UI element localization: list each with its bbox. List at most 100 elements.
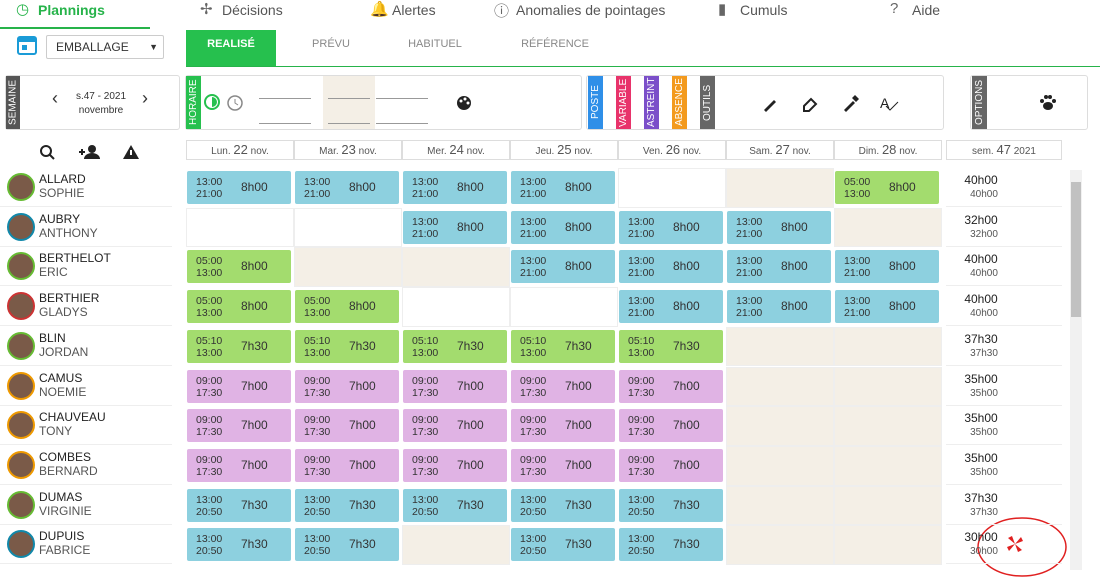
week: s.47 - 2021	[75, 91, 127, 102]
shift[interactable]: 13:00 21:00 8h00	[727, 290, 831, 324]
row-subtotal: 37h30	[970, 506, 998, 518]
shift[interactable]: 05:10 13:00 7h30	[295, 329, 399, 363]
shift[interactable]: 09:00 17:30 7h00	[403, 409, 507, 443]
shift[interactable]: 05:10 13:00 7h30	[619, 329, 723, 363]
day-num: 23	[341, 142, 356, 157]
shift-end: 21:00	[844, 267, 871, 280]
nav-tab[interactable]: Alertes	[392, 2, 436, 18]
shift[interactable]: 09:00 17:30 7h00	[619, 409, 723, 443]
shift-end: 17:30	[304, 465, 331, 478]
shift[interactable]: 13:00 20:50 7h30	[511, 488, 615, 522]
shift[interactable]: 09:00 17:30 7h00	[403, 448, 507, 482]
shift[interactable]: 13:00 21:00 8h00	[403, 171, 507, 204]
shift[interactable]: 09:00 17:30 7h00	[511, 448, 615, 482]
shift[interactable]: 09:00 17:30 7h00	[619, 369, 723, 403]
shift[interactable]: 05:00 13:00 8h00	[187, 290, 291, 324]
shift[interactable]: 13:00 20:50 7h30	[187, 488, 291, 522]
shift[interactable]: 13:00 21:00 8h00	[727, 210, 831, 244]
summary-line	[946, 285, 1062, 287]
shift-duration: 7h00	[673, 378, 700, 393]
first-name: NOEMIE	[39, 384, 87, 399]
avatar	[7, 173, 35, 201]
shift-duration: 7h00	[673, 418, 700, 433]
nav-tab[interactable]: Aide	[912, 2, 941, 18]
day-name: Ven.	[642, 146, 663, 157]
shift[interactable]: 09:00 17:30 7h00	[619, 448, 723, 482]
row-line	[0, 364, 172, 366]
shift-start: 13:00	[520, 215, 547, 228]
nav-tab[interactable]: Décisions	[222, 2, 283, 18]
avatar	[7, 212, 35, 241]
empty-cell	[618, 168, 726, 208]
shift[interactable]: 13:00 21:00 8h00	[835, 290, 939, 324]
shift[interactable]: 13:00 21:00 8h00	[511, 210, 615, 244]
tool-icons[interactable]: A	[762, 94, 912, 112]
row-line	[0, 245, 172, 247]
shift-duration: 7h00	[457, 418, 484, 433]
scrollbar[interactable]	[1070, 170, 1082, 570]
shift[interactable]: 13:00 20:50 7h30	[187, 528, 291, 562]
shift[interactable]: 13:00 20:50 7h30	[295, 528, 399, 562]
shift[interactable]: 09:00 17:30 7h00	[295, 369, 399, 403]
group-select[interactable]: EMBALLAGE ▼	[46, 35, 164, 59]
nav-tab[interactable]: Plannings	[38, 2, 105, 18]
shift[interactable]: 05:00 13:00 8h00	[187, 250, 291, 284]
shift[interactable]: 05:10 13:00 7h30	[403, 329, 507, 363]
shift[interactable]: 13:00 20:50 7h30	[295, 488, 399, 522]
shift[interactable]: 13:00 21:00 8h00	[511, 171, 615, 204]
shift[interactable]: 13:00 21:00 8h00	[295, 171, 399, 204]
avatar	[7, 252, 35, 281]
shift[interactable]: 09:00 17:30 7h00	[511, 409, 615, 443]
shift[interactable]: 13:00 21:00 8h00	[727, 250, 831, 284]
shift[interactable]: 05:00 13:00 8h00	[295, 290, 399, 324]
shift[interactable]: 13:00 21:00 8h00	[511, 250, 615, 284]
subtab[interactable]: PRÉVU	[312, 38, 350, 50]
shift[interactable]: 09:00 17:30 7h00	[295, 409, 399, 443]
shift[interactable]: 13:00 20:50 7h30	[511, 528, 615, 562]
subtab[interactable]: RÉFÉRENCE	[521, 38, 589, 50]
list-tools[interactable]	[38, 144, 148, 164]
shift-end: 21:00	[736, 267, 763, 280]
shift-end: 13:00	[196, 267, 223, 280]
shift-start: 13:00	[628, 215, 655, 228]
paw-icon[interactable]	[1039, 94, 1057, 112]
shift[interactable]: 05:10 13:00 7h30	[187, 329, 291, 363]
shift[interactable]: 09:00 17:30 7h00	[187, 448, 291, 482]
shift-duration: 8h00	[781, 259, 808, 274]
shift-duration: 8h00	[565, 180, 592, 194]
divider	[186, 66, 1100, 67]
shift[interactable]: 13:00 20:50 7h30	[403, 488, 507, 522]
shift[interactable]: 05:10 13:00 7h30	[511, 329, 615, 363]
shift[interactable]: 13:00 21:00 8h00	[619, 290, 723, 324]
shift[interactable]: 13:00 21:00 8h00	[619, 210, 723, 244]
row-total: 37h30	[964, 490, 998, 505]
shift-end: 13:00	[304, 307, 331, 320]
nav-tab[interactable]: Anomalies de pointages	[516, 2, 666, 18]
subtab[interactable]: REALISÉ	[207, 38, 255, 50]
shift[interactable]: 13:00 21:00 8h00	[619, 250, 723, 284]
shift[interactable]: 09:00 17:30 7h00	[187, 369, 291, 403]
shift[interactable]: 13:00 20:50 7h30	[619, 488, 723, 522]
shift[interactable]: 13:00 20:50 7h30	[619, 528, 723, 562]
shift[interactable]: 13:00 21:00 8h00	[835, 250, 939, 284]
row-line	[0, 483, 172, 485]
prev-week[interactable]: ‹	[52, 88, 58, 108]
avatar	[7, 411, 35, 440]
shift[interactable]: 13:00 21:00 8h00	[187, 171, 291, 204]
shift[interactable]: 09:00 17:30 7h00	[403, 369, 507, 403]
shift-start: 13:00	[628, 493, 655, 506]
shift[interactable]: 09:00 17:30 7h00	[295, 448, 399, 482]
nav-tab[interactable]: Cumuls	[740, 2, 788, 18]
palette-icon[interactable]	[456, 95, 472, 111]
day-num: 26	[665, 142, 681, 157]
subtab[interactable]: HABITUEL	[408, 38, 462, 50]
shift[interactable]: 09:00 17:30 7h00	[187, 409, 291, 443]
shift[interactable]: 05:00 13:00 8h00	[835, 171, 939, 204]
shift-duration: 8h00	[889, 180, 916, 194]
shift[interactable]: 13:00 21:00 8h00	[403, 210, 507, 244]
side-label: OUTILS	[700, 76, 715, 129]
next-week[interactable]: ›	[142, 88, 148, 108]
first-name: ERIC	[39, 265, 68, 280]
shift-start: 13:00	[628, 295, 655, 308]
shift[interactable]: 09:00 17:30 7h00	[511, 369, 615, 403]
